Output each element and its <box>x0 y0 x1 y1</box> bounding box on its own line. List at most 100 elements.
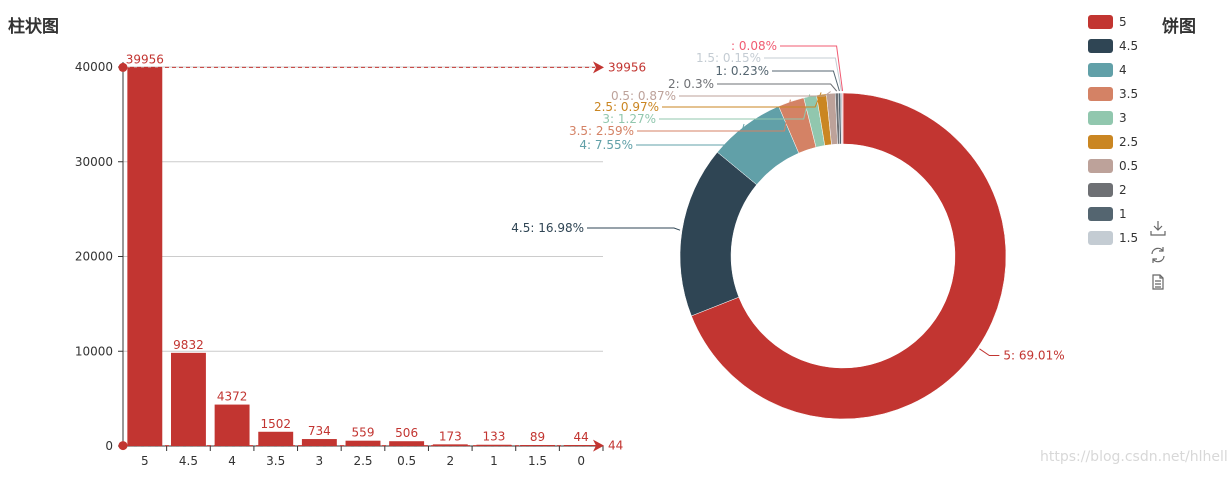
legend-swatch <box>1088 87 1113 101</box>
bar-value-label: 39956 <box>126 52 164 66</box>
legend-label: 1 <box>1119 207 1127 221</box>
legend-label: 4.5 <box>1119 39 1139 53</box>
bar <box>171 352 206 446</box>
y-tick-label: 0 <box>105 439 113 453</box>
x-tick-label: 3 <box>316 454 324 468</box>
legend-item[interactable]: 3.5 <box>1088 82 1138 106</box>
pie-label: : 0.08% <box>731 39 777 53</box>
legend-item[interactable]: 0.5 <box>1088 154 1138 178</box>
bar <box>258 431 294 446</box>
markline-arrow <box>593 439 604 452</box>
legend-item[interactable]: 4 <box>1088 58 1138 82</box>
legend-swatch <box>1088 159 1113 173</box>
legend-swatch <box>1088 231 1113 245</box>
bar-value-label: 734 <box>308 424 331 438</box>
x-tick-label: 1.5 <box>528 454 547 468</box>
legend-item[interactable]: 2.5 <box>1088 130 1138 154</box>
pie-chart-title: 饼图 <box>1162 17 1196 37</box>
pie-label: 1: 0.23% <box>715 64 769 78</box>
x-tick-label: 1 <box>490 454 498 468</box>
x-tick-label: 3.5 <box>266 454 285 468</box>
y-tick-label: 30000 <box>75 155 113 169</box>
legend-label: 5 <box>1119 15 1127 29</box>
y-tick-label: 40000 <box>75 60 113 74</box>
y-tick-label: 10000 <box>75 344 113 358</box>
pie-label-line <box>659 94 811 120</box>
legend-label: 3 <box>1119 111 1127 125</box>
pie-label-line <box>662 92 822 108</box>
bar-value-label: 506 <box>395 426 418 440</box>
pie-label: 2.5: 0.97% <box>594 100 659 114</box>
y-tick-label: 20000 <box>75 250 113 264</box>
markline-arrow <box>593 61 604 74</box>
pie-label: 3: 1.27% <box>602 112 656 126</box>
markline-label: 39956 <box>608 60 646 74</box>
legend-swatch <box>1088 111 1113 125</box>
legend-label: 2 <box>1119 183 1127 197</box>
pie-label: 1.5: 0.15% <box>696 51 761 65</box>
pie-label-line <box>764 57 842 92</box>
legend-item[interactable]: 3 <box>1088 106 1138 130</box>
legend-label: 1.5 <box>1119 231 1139 245</box>
legend-item[interactable]: 2 <box>1088 178 1138 202</box>
pie-slice <box>841 92 844 145</box>
bar <box>301 439 337 446</box>
pie-label-line <box>587 227 681 231</box>
bar-value-label: 89 <box>530 430 545 444</box>
pie-label: 2: 0.3% <box>668 77 714 91</box>
x-tick-label: 5 <box>141 454 149 468</box>
legend-item[interactable]: 5 <box>1088 10 1138 34</box>
pie-slice <box>691 92 1007 420</box>
bar-value-label: 1502 <box>260 417 291 431</box>
legend-label: 0.5 <box>1119 159 1139 173</box>
bar-value-label: 9832 <box>173 338 204 352</box>
bar <box>432 444 468 446</box>
legend-item[interactable]: 1.5 <box>1088 226 1138 250</box>
watermark: https://blog.csdn.net/hlhell <box>1040 449 1228 465</box>
bar <box>345 440 381 446</box>
x-tick-label: 0.5 <box>397 454 416 468</box>
legend-swatch <box>1088 135 1113 149</box>
pie-label: 3.5: 2.59% <box>569 124 634 138</box>
x-tick-label: 2 <box>446 454 454 468</box>
bar-value-label: 133 <box>482 430 505 444</box>
bar <box>476 444 512 446</box>
bar-chart-title: 柱状图 <box>8 17 59 37</box>
pie-legend: 5 4.5 4 3.5 3 2.5 0.5 2 1 1.5 <box>1088 10 1138 250</box>
bar-value-label: 4372 <box>217 390 248 404</box>
pie-label: 5: 69.01% <box>1003 349 1064 363</box>
pie-label-line <box>717 83 838 92</box>
x-tick-label: 4 <box>228 454 236 468</box>
bar <box>127 67 163 446</box>
markline-label: 44 <box>608 439 623 453</box>
pie-label-line <box>772 70 840 92</box>
refresh-icon[interactable] <box>1149 246 1167 264</box>
toolbox <box>1149 219 1169 300</box>
download-icon[interactable] <box>1149 219 1167 237</box>
bar <box>214 404 250 446</box>
legend-label: 2.5 <box>1119 135 1139 149</box>
pie-label-line <box>679 91 831 97</box>
x-tick-label: 0 <box>577 454 585 468</box>
dataview-icon[interactable] <box>1149 273 1167 291</box>
x-tick-label: 2.5 <box>353 454 372 468</box>
bar-value-label: 559 <box>352 426 375 440</box>
bar-value-label: 44 <box>574 430 589 444</box>
bar <box>389 441 425 446</box>
x-tick-label: 4.5 <box>179 454 198 468</box>
bar-value-label: 173 <box>439 429 462 443</box>
legend-item[interactable]: 1 <box>1088 202 1138 226</box>
pie-label: 4: 7.55% <box>579 138 633 152</box>
legend-swatch <box>1088 183 1113 197</box>
pie-label: 4.5: 16.98% <box>511 221 584 235</box>
pie-label-line <box>637 99 791 132</box>
legend-label: 3.5 <box>1119 87 1139 101</box>
legend-label: 4 <box>1119 63 1127 77</box>
pie-label-line <box>979 348 1000 357</box>
pie-label-line <box>780 45 844 92</box>
pie-slice <box>679 151 758 317</box>
legend-item[interactable]: 4.5 <box>1088 34 1138 58</box>
legend-swatch <box>1088 39 1113 53</box>
pie-label: 0.5: 0.87% <box>611 89 676 103</box>
